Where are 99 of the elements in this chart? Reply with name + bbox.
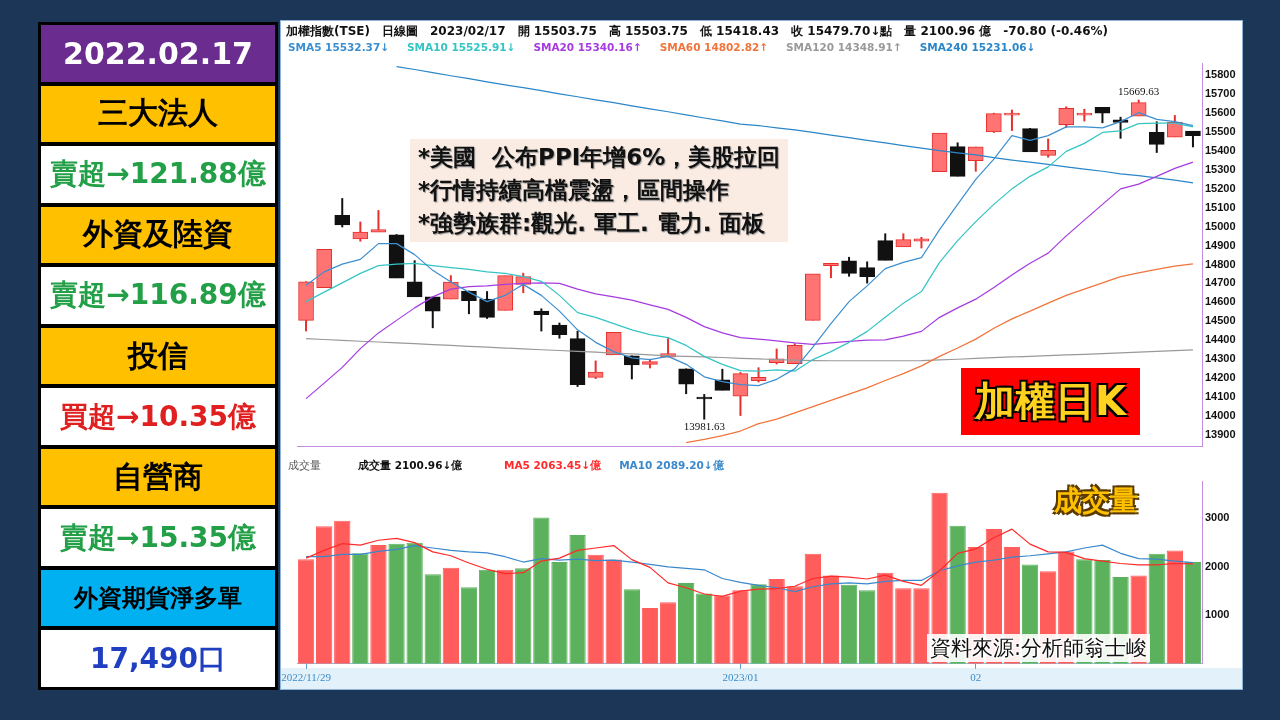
annotation: 資料來源:分析師翁士峻 [927, 634, 1151, 662]
bar [334, 520, 351, 664]
bar [406, 542, 423, 664]
y-tick-label: 14500 [1205, 314, 1236, 327]
y-tick-label: 15200 [1205, 181, 1236, 194]
y-tick-label: 14200 [1205, 371, 1236, 384]
annotation: 13981.63 [683, 419, 726, 432]
bar [786, 586, 803, 664]
y-tick-label: 3000 [1205, 511, 1230, 524]
bar [478, 569, 496, 664]
y-tick-label: 15300 [1205, 162, 1236, 175]
text: SMA10 15525.91↓ [407, 40, 516, 54]
annotation: *強勢族群:觀光. 軍工. 電力. 面板 [418, 209, 767, 238]
bar [569, 534, 586, 664]
text: SMA240 15231.06↓ [919, 40, 1036, 54]
text: 三大法人 [41, 85, 275, 143]
bar [732, 590, 749, 664]
candlestick [877, 232, 894, 262]
text: 買超→10.35億 [41, 388, 275, 445]
text: 賣超→116.89億 [41, 267, 275, 324]
text: MA10 2089.20↓億 [619, 458, 724, 472]
bar [460, 587, 478, 664]
candlestick [587, 359, 604, 380]
text: MA5 2063.45↓億 [504, 458, 602, 472]
text: 2022.02.17 [41, 25, 275, 82]
bar [804, 553, 821, 664]
text: SMA20 15340.16↑ [533, 40, 642, 54]
bar [370, 545, 387, 664]
bar [822, 575, 840, 664]
y-tick-label: 15600 [1205, 105, 1236, 118]
bar [913, 588, 930, 664]
annotation: 加權日K [961, 368, 1140, 435]
annotation: *美國 公布PPI年增6%，美股拉回 [418, 143, 781, 172]
candlestick [732, 371, 749, 417]
y-tick-label: 15700 [1205, 86, 1236, 99]
text: 17,490口 [41, 630, 275, 688]
text: SMA60 14802.82↑ [659, 40, 769, 54]
bar [587, 554, 604, 664]
annotation: *行情持續高檔震盪，區間操作 [418, 176, 731, 205]
bar [551, 562, 568, 664]
candlestick [859, 260, 875, 285]
y-tick-label: 15000 [1205, 219, 1236, 232]
text: 賣超→15.35億 [41, 509, 275, 566]
annotation: 成交量 [1054, 483, 1138, 519]
y-tick-label: 13900 [1205, 428, 1236, 441]
text: SMA120 14348.91↑ [786, 40, 902, 54]
bar [678, 582, 695, 664]
bar [714, 595, 731, 664]
text: 成交量 2100.96↓億 [358, 458, 463, 472]
y-tick-label: 15500 [1205, 124, 1236, 137]
bar [696, 593, 713, 664]
bar [659, 602, 677, 664]
bar [895, 588, 912, 664]
chart-title: 加權指數(TSE) 日線圖 2023/02/17 開 15503.75 高 15503.75 低 15418.43 收 15479.70↓點 量 2100.96 億 -70.80 (-0.46%) [285, 23, 1110, 40]
text: 賣超→121.88億 [41, 146, 275, 203]
text: 外資及陸資 [41, 206, 275, 264]
bar [750, 584, 767, 664]
bar [316, 526, 333, 664]
text: 外資期貨淨多單 [41, 569, 275, 627]
bar [768, 579, 785, 664]
y-tick-label: 15800 [1205, 68, 1236, 80]
y-tick-label: 14900 [1205, 238, 1236, 251]
y-tick-label: 2000 [1205, 559, 1230, 572]
bar [840, 584, 858, 664]
bar [877, 572, 894, 664]
chart-title: 成交量 [288, 458, 321, 472]
y-tick-label: 14400 [1205, 333, 1236, 346]
y-tick-label: 14600 [1205, 295, 1236, 308]
x-tick-label: 2022/11/29 [281, 671, 332, 684]
text: 投信 [41, 327, 275, 385]
bar [352, 553, 369, 664]
y-tick-label: 15100 [1205, 200, 1236, 213]
text: SMA5 15532.37↓ [288, 40, 390, 54]
bar [859, 590, 876, 664]
candlestick [1040, 137, 1056, 159]
bar [641, 608, 659, 664]
bar [1148, 553, 1165, 664]
bar [1166, 550, 1183, 664]
bar [297, 559, 315, 664]
y-tick-label: 14800 [1205, 257, 1236, 270]
bar [442, 567, 459, 664]
text: 自營商 [41, 448, 275, 506]
y-tick-label: 14000 [1205, 409, 1236, 422]
x-tick-label: 2023/01 [722, 671, 759, 684]
y-tick-label: 14100 [1205, 390, 1236, 403]
bar [623, 589, 640, 664]
y-tick-label: 14300 [1205, 352, 1236, 365]
annotation: 15669.63 [1118, 85, 1160, 98]
y-tick-label: 14700 [1205, 276, 1236, 289]
x-tick-label: 02 [970, 671, 982, 684]
bar [424, 574, 441, 664]
y-tick-label: 1000 [1205, 608, 1230, 621]
bar [533, 517, 550, 664]
bar [1184, 561, 1202, 664]
bar [388, 543, 405, 664]
candlestick [334, 197, 351, 229]
bar [515, 568, 532, 664]
y-tick-label: 15400 [1205, 143, 1236, 156]
bar [605, 559, 622, 664]
